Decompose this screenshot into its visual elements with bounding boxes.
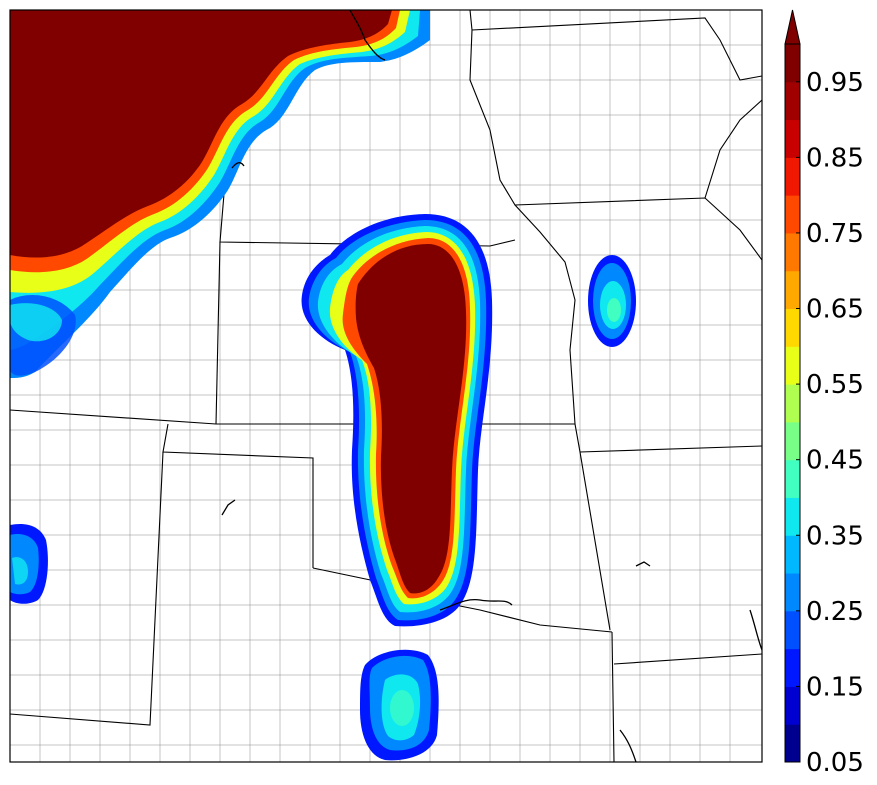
colorbar-tick-label: 0.15 bbox=[806, 672, 864, 702]
colorbar-segment bbox=[785, 270, 800, 310]
colorbar-segment bbox=[785, 497, 800, 536]
colorbar-tick-label: 0.75 bbox=[806, 219, 864, 249]
colorbar-segment bbox=[785, 610, 800, 650]
map-panel bbox=[10, 10, 762, 762]
colorbar-tick-label: 0.85 bbox=[806, 143, 864, 173]
probability-region-central bbox=[301, 214, 493, 627]
colorbar-segment bbox=[785, 157, 800, 196]
colorbar-segment bbox=[785, 535, 800, 574]
colorbar-segment bbox=[785, 232, 800, 272]
colorbar-segment bbox=[785, 573, 800, 612]
river-lines bbox=[221, 10, 762, 762]
colorbar-segment bbox=[785, 686, 800, 725]
colorbar-segment bbox=[785, 119, 800, 158]
colorbar-extend-arrow bbox=[784, 9, 801, 45]
colorbar-tick-label: 0.25 bbox=[806, 597, 864, 627]
probability-region-northwest bbox=[10, 10, 430, 378]
map-frame bbox=[9, 9, 763, 763]
colorbar-segment bbox=[785, 459, 800, 498]
colorbar-segment bbox=[785, 384, 800, 423]
colorbar-segment bbox=[785, 421, 800, 461]
colorbar-segment bbox=[785, 648, 800, 687]
colorbar-tick-label: 0.55 bbox=[806, 370, 864, 400]
probability-region-south bbox=[360, 649, 439, 761]
colorbar-tick-label: 0.35 bbox=[806, 521, 864, 551]
colorbar-segment bbox=[785, 724, 800, 763]
probability-region-east bbox=[588, 255, 636, 347]
probability-region-southwest bbox=[10, 523, 48, 604]
colorbar-tick-label: 0.65 bbox=[806, 295, 864, 325]
colorbar-outline bbox=[784, 43, 801, 763]
colorbar-segment bbox=[785, 346, 800, 385]
colorbar-segment bbox=[785, 308, 800, 347]
colorbar-segment bbox=[785, 81, 800, 121]
colorbar-segment bbox=[785, 44, 800, 83]
colorbar-tick-label: 0.45 bbox=[806, 446, 864, 476]
colorbar-tick-label: 0.95 bbox=[806, 68, 864, 98]
colorbar-tick-label: 0.05 bbox=[806, 748, 864, 778]
colorbar: 0.95 0.85 0.75 0.65 0.55 0.45 0.35 0.25 0.15 0.05 bbox=[784, 9, 864, 778]
colorbar-segment bbox=[785, 195, 800, 234]
